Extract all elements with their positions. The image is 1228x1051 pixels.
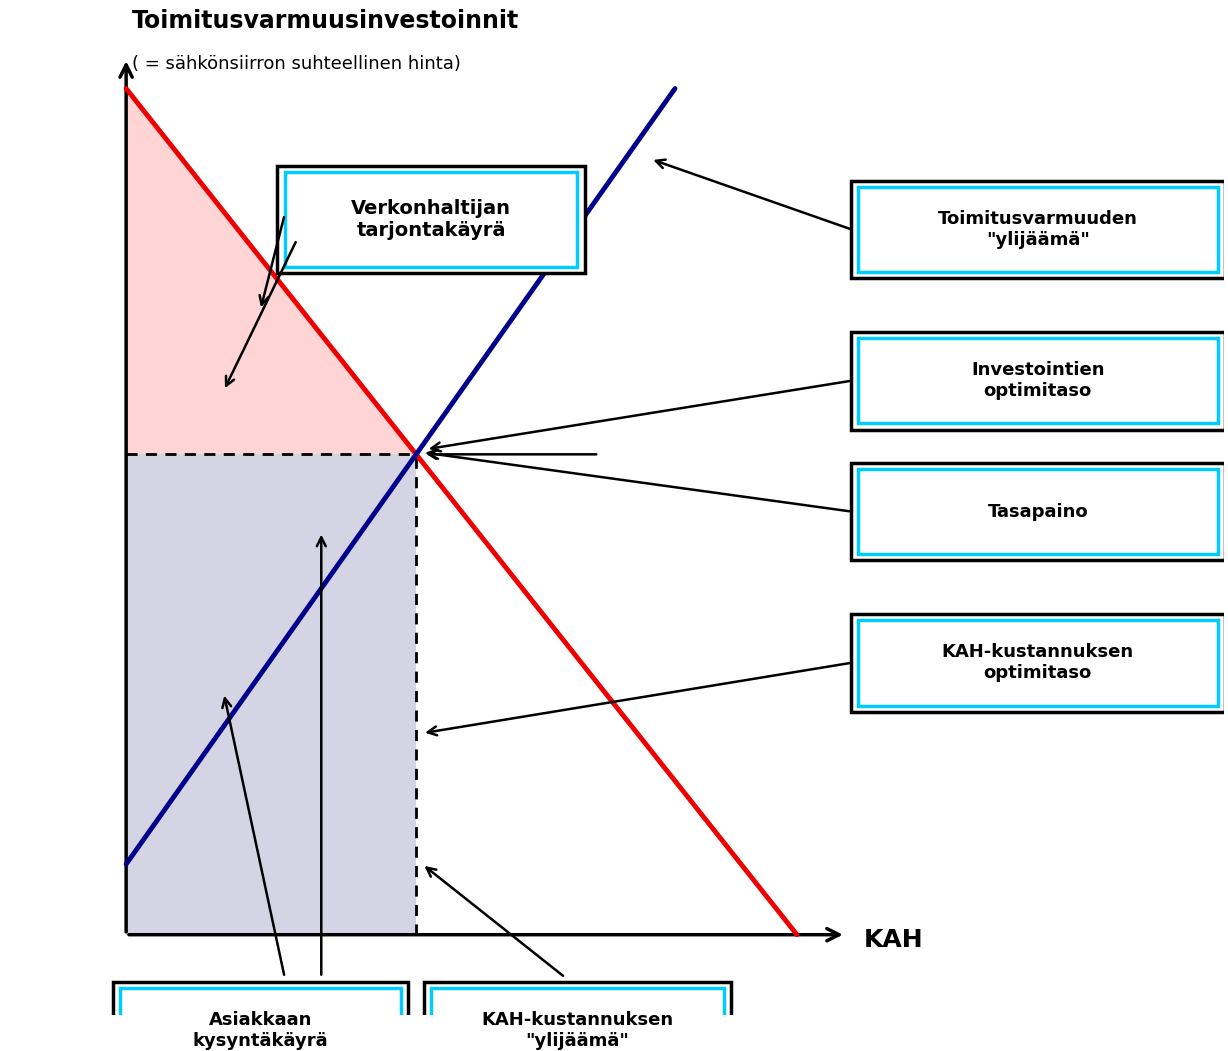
Text: Toimitusvarmuuden
"ylijäämä": Toimitusvarmuuden "ylijäämä" <box>938 210 1138 249</box>
Text: KAH: KAH <box>865 928 923 952</box>
Text: KAH-kustannuksen
"ylijäämä": KAH-kustannuksen "ylijäämä" <box>481 1011 673 1050</box>
Text: Investointien
optimitaso: Investointien optimitaso <box>971 362 1104 400</box>
FancyBboxPatch shape <box>858 187 1218 272</box>
Polygon shape <box>126 454 416 934</box>
Polygon shape <box>126 88 416 454</box>
Text: Asiakkaan
kysyntäkäyrä: Asiakkaan kysyntäkäyrä <box>193 1011 328 1050</box>
Text: Verkonhaltijan
tarjontakäyrä: Verkonhaltijan tarjontakäyrä <box>351 199 511 240</box>
Text: KAH-kustannuksen
optimitaso: KAH-kustannuksen optimitaso <box>942 643 1133 682</box>
FancyBboxPatch shape <box>858 620 1218 705</box>
FancyBboxPatch shape <box>851 181 1226 279</box>
FancyBboxPatch shape <box>851 462 1226 560</box>
FancyBboxPatch shape <box>431 988 723 1051</box>
FancyBboxPatch shape <box>858 469 1218 555</box>
FancyBboxPatch shape <box>858 337 1218 424</box>
FancyBboxPatch shape <box>120 988 400 1051</box>
FancyBboxPatch shape <box>278 166 585 273</box>
Text: ( = sähkönsiirron suhteellinen hinta): ( = sähkönsiirron suhteellinen hinta) <box>133 56 460 74</box>
FancyBboxPatch shape <box>424 982 731 1051</box>
FancyBboxPatch shape <box>285 171 577 267</box>
FancyBboxPatch shape <box>851 614 1226 712</box>
Text: Tasapaino: Tasapaino <box>987 502 1088 520</box>
FancyBboxPatch shape <box>113 982 408 1051</box>
Text: Toimitusvarmuusinvestoinnit: Toimitusvarmuusinvestoinnit <box>133 9 519 34</box>
FancyBboxPatch shape <box>851 332 1226 430</box>
